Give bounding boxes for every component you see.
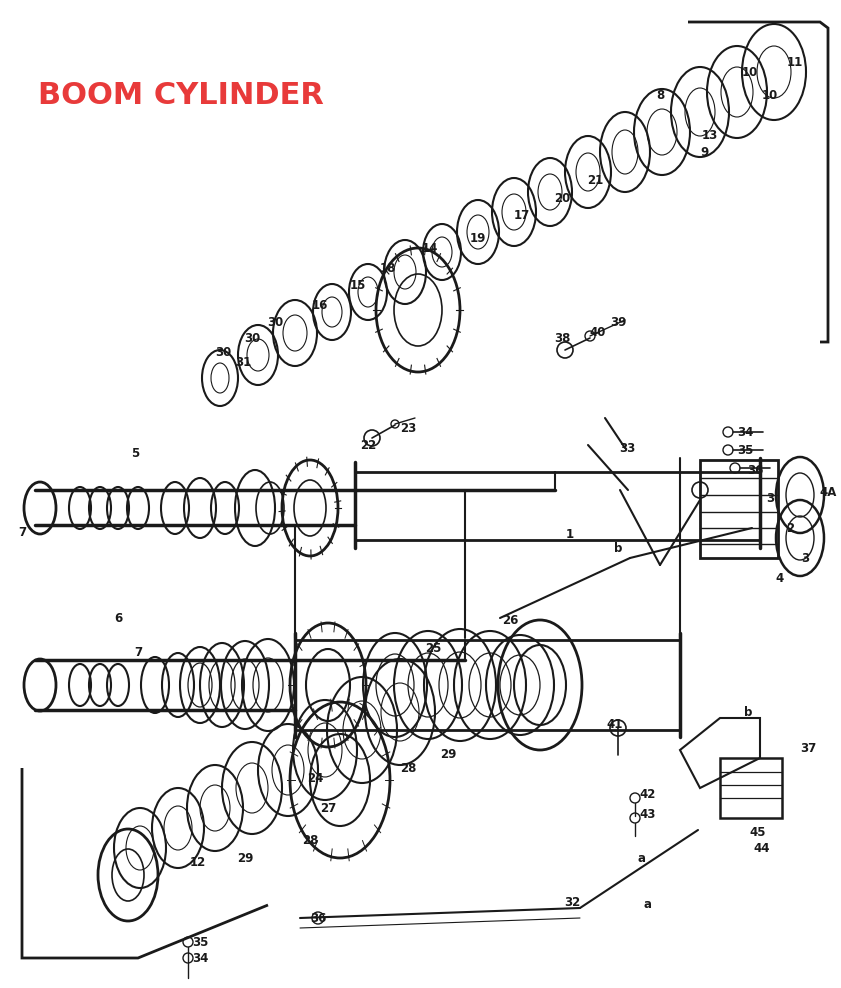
Text: a: a [644, 898, 652, 912]
Text: 15: 15 [350, 279, 366, 291]
Text: 28: 28 [399, 762, 416, 775]
Text: 32: 32 [563, 895, 580, 909]
Text: 41: 41 [607, 718, 623, 731]
Text: 28: 28 [302, 834, 318, 847]
Text: b: b [743, 705, 752, 718]
Text: 6: 6 [114, 612, 122, 624]
Text: 29: 29 [440, 749, 456, 762]
Text: 45: 45 [749, 826, 766, 839]
Text: 1: 1 [566, 529, 574, 541]
Text: 8: 8 [656, 89, 664, 102]
Text: b: b [614, 541, 622, 554]
Text: 34: 34 [737, 426, 754, 439]
Text: 30: 30 [214, 346, 231, 359]
Text: 22: 22 [360, 439, 376, 452]
Text: 30: 30 [244, 332, 260, 345]
Text: 44: 44 [754, 842, 770, 855]
Text: 39: 39 [610, 315, 627, 328]
Text: 4: 4 [776, 571, 784, 585]
Text: 19: 19 [470, 231, 486, 244]
Text: 13: 13 [702, 128, 718, 141]
Bar [720, 758, 782, 818]
Text: a: a [638, 852, 646, 864]
Text: 16: 16 [312, 298, 328, 311]
Text: 2: 2 [786, 522, 794, 535]
Text: 3: 3 [801, 551, 809, 564]
Text: 33: 33 [619, 442, 635, 454]
Text: 30: 30 [267, 315, 283, 328]
Text: BOOM CYLINDER: BOOM CYLINDER [38, 80, 324, 110]
Text: 7: 7 [18, 527, 26, 539]
Text: 14: 14 [422, 241, 438, 255]
Text: 20: 20 [554, 192, 570, 205]
Bar [700, 460, 778, 558]
Text: 34: 34 [192, 951, 209, 964]
Text: 10: 10 [762, 89, 778, 102]
Text: 36: 36 [747, 463, 763, 476]
Text: 25: 25 [425, 641, 442, 654]
Text: 29: 29 [237, 852, 253, 864]
Text: 7: 7 [134, 645, 142, 658]
Text: 38: 38 [554, 332, 570, 345]
Text: 35: 35 [737, 444, 754, 456]
Text: 9: 9 [701, 145, 709, 158]
Text: 35: 35 [192, 936, 209, 948]
Text: 17: 17 [514, 208, 530, 221]
Text: 40: 40 [590, 325, 606, 339]
Text: 18: 18 [380, 262, 396, 275]
Text: 21: 21 [587, 174, 603, 187]
Text: 24: 24 [307, 772, 323, 784]
Text: 23: 23 [399, 422, 416, 435]
Text: 26: 26 [502, 614, 518, 626]
Text: 10: 10 [742, 65, 758, 78]
Text: 36: 36 [309, 912, 326, 925]
Text: 27: 27 [320, 801, 336, 814]
Text: 43: 43 [640, 808, 656, 821]
Text: 12: 12 [190, 856, 206, 868]
Text: 5: 5 [131, 447, 139, 459]
Text: 4A: 4A [819, 485, 837, 499]
Text: 3: 3 [766, 491, 774, 505]
Text: 42: 42 [640, 788, 656, 801]
Text: 37: 37 [800, 742, 816, 755]
Text: 11: 11 [787, 55, 803, 68]
Text: 31: 31 [235, 356, 251, 369]
